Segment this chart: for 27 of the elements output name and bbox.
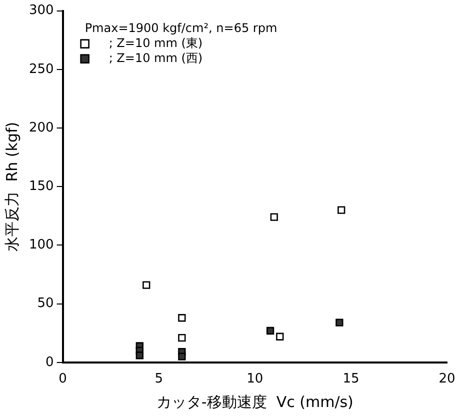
y-axis-title: 水平反力 Rh (kgf) xyxy=(2,122,21,252)
y-tick-label: 200 xyxy=(28,120,54,136)
x-tick-label: 0 xyxy=(58,372,67,387)
legend-label: ; Z=10 mm (東) xyxy=(108,36,203,50)
x-tick-label: 20 xyxy=(438,372,456,387)
x-tick-label: 10 xyxy=(246,372,264,387)
y-tick-label: 250 xyxy=(28,62,54,77)
point xyxy=(270,213,278,221)
point xyxy=(178,334,186,342)
y-tick-label: 100 xyxy=(28,238,54,253)
point xyxy=(336,318,344,326)
y-tick-label: 300 xyxy=(28,3,54,18)
point xyxy=(178,314,186,322)
annotation: Pmax=1900 kgf/cm², n=65 rpm xyxy=(84,20,278,35)
point xyxy=(338,206,346,214)
point xyxy=(276,332,284,340)
y-tick-label: 0 xyxy=(46,354,54,370)
x-tick-label: 15 xyxy=(342,372,360,387)
y-tick-label: 150 xyxy=(28,178,54,194)
point xyxy=(178,352,186,360)
x-tick-label: 5 xyxy=(154,372,163,387)
point xyxy=(142,281,150,289)
y-tick-label: 50 xyxy=(37,296,54,312)
point xyxy=(266,326,274,335)
x-axis-title: カッタ-移動速度 Vc (mm/s) xyxy=(156,392,354,411)
legend-label: ; Z=10 mm (西) xyxy=(108,50,203,65)
point xyxy=(136,352,144,360)
